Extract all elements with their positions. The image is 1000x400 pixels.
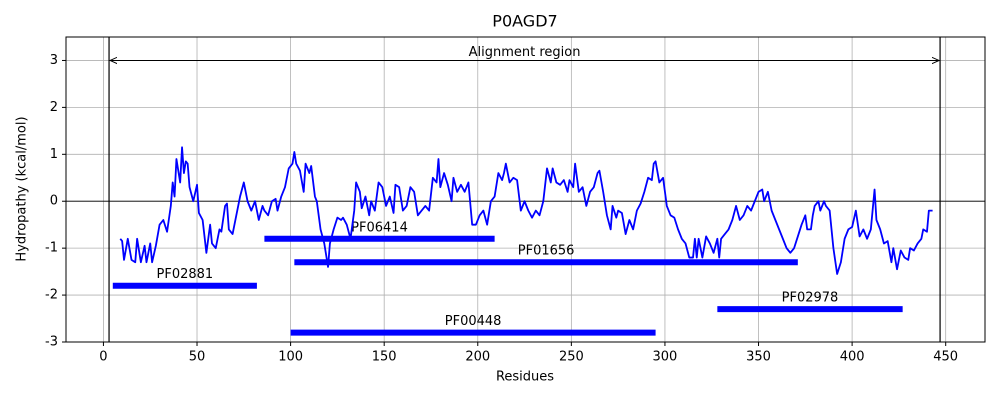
x-tick-label: 50 [189, 350, 206, 365]
x-tick-label: 300 [653, 350, 678, 365]
y-tick-label: 0 [50, 194, 58, 209]
domain-label: PF06414 [351, 220, 408, 235]
x-tick-label: 0 [99, 350, 107, 365]
x-tick-label: 450 [933, 350, 958, 365]
domain-label: PF02881 [157, 267, 214, 282]
region-label: Alignment region [469, 45, 581, 60]
y-tick-label: 3 [50, 53, 58, 68]
domain-label: PF00448 [445, 314, 502, 329]
x-tick-label: 100 [278, 350, 303, 365]
y-tick-label: -3 [45, 335, 58, 350]
x-tick-label: 400 [840, 350, 865, 365]
x-axis-label: Residues [496, 370, 554, 385]
y-tick-label: -2 [45, 288, 58, 303]
domain-label: PF02978 [782, 291, 839, 306]
y-tick-label: 1 [50, 147, 58, 162]
y-tick-label: -1 [45, 241, 58, 256]
x-tick-label: 150 [372, 350, 397, 365]
domain-label: PF01656 [518, 244, 575, 259]
chart-title: P0AGD7 [492, 12, 557, 31]
y-tick-label: 2 [50, 100, 58, 115]
x-tick-label: 200 [465, 350, 490, 365]
x-tick-label: 350 [746, 350, 771, 365]
y-axis-label: Hydropathy (kcal/mol) [15, 116, 30, 261]
x-tick-label: 250 [559, 350, 584, 365]
plot-frame [65, 36, 986, 343]
hydropathy-line [119, 146, 933, 275]
